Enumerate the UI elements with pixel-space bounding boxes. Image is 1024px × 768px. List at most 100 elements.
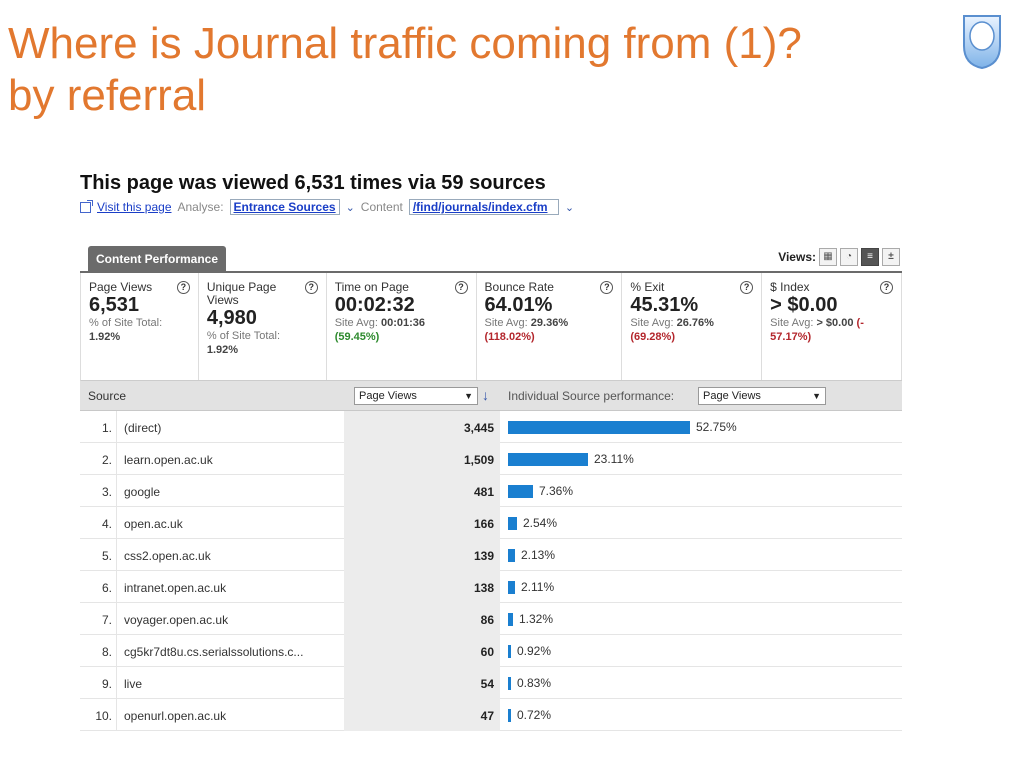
row-performance-bar <box>508 645 511 658</box>
row-divider <box>116 699 117 731</box>
metric-label: Unique Page Views <box>206 280 277 307</box>
row-percentage: 0.83% <box>517 676 552 690</box>
open-university-logo-icon <box>963 15 1001 70</box>
help-icon[interactable]: ? <box>304 281 318 294</box>
row-source[interactable]: voyager.open.ac.uk <box>124 613 229 627</box>
pie-view-icon[interactable]: ◔ <box>840 248 858 266</box>
row-value-cell: 481 <box>344 475 500 507</box>
report-toolbar: Visit this page Analyse: Entrance Source… <box>80 198 902 216</box>
metric-sub-avg: 26.76% <box>676 317 714 329</box>
visit-page-link[interactable]: Visit this page <box>97 200 172 214</box>
row-value-cell: 86 <box>344 603 500 635</box>
metric-sub: Site Avg: <box>770 317 814 329</box>
metric-time-on-page: Time on Page ? 00:02:32 Site Avg: 00:01:… <box>327 273 477 380</box>
row-page-views: 60 <box>480 645 494 659</box>
table-view-icon[interactable]: ▦ <box>819 248 837 266</box>
table-row[interactable]: 4. open.ac.uk 166 2.54% <box>80 507 902 539</box>
row-value-cell: 138 <box>344 571 500 603</box>
row-divider <box>116 635 117 667</box>
row-performance-bar <box>508 549 515 562</box>
table-row[interactable]: 7. voyager.open.ac.uk 86 1.32% <box>80 603 902 635</box>
chevron-down-icon[interactable]: ⌄ <box>345 201 355 214</box>
metric-value: 4,980 <box>206 307 257 329</box>
row-divider <box>116 603 117 635</box>
chevron-down-icon[interactable]: ⌄ <box>564 201 575 214</box>
row-source[interactable]: learn.open.ac.uk <box>124 453 213 467</box>
table-row[interactable]: 10. openurl.open.ac.uk 47 0.72% <box>80 699 902 731</box>
row-source[interactable]: open.ac.uk <box>124 517 183 531</box>
bar-view-icon[interactable]: ≡ <box>861 248 879 266</box>
row-rank: 6. <box>101 581 112 595</box>
views-switcher: Views: ▦ ◔ ≡ ± <box>778 248 900 266</box>
caret-down-icon: ▼ <box>812 391 821 401</box>
metric-sub-value: 1.92% <box>89 331 121 343</box>
metric-sub-value: (118.02%) <box>484 331 535 343</box>
row-source[interactable]: intranet.open.ac.uk <box>124 581 227 595</box>
table-row[interactable]: 3. google 481 7.36% <box>80 475 902 507</box>
table-row[interactable]: 8. cg5kr7dt8u.cs.serialssolutions.c... 60 0… <box>80 635 902 667</box>
table-row[interactable]: 6. intranet.open.ac.uk 138 2.11% <box>80 571 902 603</box>
tab-bar: Content Performance Views: ▦ ◔ ≡ ± <box>80 246 902 273</box>
metric-sub-value: (69.28%) <box>630 331 675 343</box>
row-performance-bar <box>508 453 588 466</box>
table-row[interactable]: 5. css2.open.ac.uk 139 2.13% <box>80 539 902 571</box>
metric-sub-value: (59.45%) <box>334 331 380 343</box>
row-percentage: 7.36% <box>539 484 574 498</box>
help-icon[interactable]: ? <box>740 281 754 294</box>
row-percentage: 2.13% <box>521 548 556 562</box>
row-percentage: 52.75% <box>696 420 737 434</box>
metric-sub: Site Avg: <box>334 317 378 329</box>
row-performance-bar <box>508 709 511 722</box>
row-source[interactable]: google <box>124 485 161 499</box>
metric-page-views: Page Views ? 6,531 % of Site Total: 1.92… <box>81 273 199 380</box>
metric-exit: % Exit ? 45.31% Site Avg: 26.76% (69.28%… <box>622 273 763 380</box>
slide-title-line2: by referral <box>8 71 207 120</box>
metric-label: Page Views <box>89 280 153 294</box>
report-headline: This page was viewed 6,531 times via 59 … <box>80 172 546 194</box>
row-page-views: 86 <box>480 613 494 627</box>
table-row[interactable]: 2. learn.open.ac.uk 1,509 23.11% <box>80 443 902 475</box>
row-percentage: 0.72% <box>517 708 552 722</box>
row-source[interactable]: live <box>124 677 143 691</box>
table-row[interactable]: 1. (direct) 3,445 52.75% <box>80 411 902 443</box>
tab-content-performance[interactable]: Content Performance <box>88 246 227 273</box>
column-header-source[interactable]: Source <box>88 389 127 403</box>
help-icon[interactable]: ? <box>600 281 614 294</box>
row-source[interactable]: css2.open.ac.uk <box>124 549 211 563</box>
row-value-cell: 60 <box>344 635 500 667</box>
table-row[interactable]: 9. live 54 0.83% <box>80 667 902 699</box>
content-label: Content <box>360 200 403 214</box>
metric-label: % Exit <box>630 280 665 294</box>
row-rank: 9. <box>101 677 112 691</box>
slide-title: Where is Journal traffic coming from (1)… <box>8 18 968 122</box>
metric-select[interactable]: Page Views ▼ <box>354 387 478 405</box>
row-source[interactable]: openurl.open.ac.uk <box>124 709 227 723</box>
content-select[interactable]: /find/journals/index.cfm <box>408 199 559 215</box>
row-rank: 8. <box>101 645 112 659</box>
row-page-views: 3,445 <box>463 421 494 435</box>
views-label: Views: <box>778 250 816 264</box>
row-page-views: 1,509 <box>463 453 494 467</box>
external-link-icon <box>80 199 93 213</box>
analyse-select[interactable]: Entrance Sources <box>229 199 340 215</box>
metric-select-value: Page Views <box>359 390 417 402</box>
comparison-view-icon[interactable]: ± <box>882 248 900 266</box>
row-divider <box>116 539 117 571</box>
help-icon[interactable]: ? <box>176 281 190 294</box>
row-divider <box>116 507 117 539</box>
metric-value: 6,531 <box>89 294 140 316</box>
metric-sub-avg: > $0.00 <box>816 317 854 329</box>
row-performance-bar <box>508 485 533 498</box>
help-icon[interactable]: ? <box>454 281 468 294</box>
row-source[interactable]: (direct) <box>124 421 162 435</box>
row-source[interactable]: cg5kr7dt8u.cs.serialssolutions.c... <box>124 645 304 659</box>
row-value-cell: 47 <box>344 699 500 731</box>
performance-select[interactable]: Page Views ▼ <box>698 387 826 405</box>
metric-sub: % of Site Total: <box>89 317 163 329</box>
row-divider <box>116 475 117 507</box>
metric-sub-avg: 29.36% <box>530 317 569 329</box>
sort-desc-icon[interactable]: ↓ <box>482 387 489 403</box>
metrics-summary: Page Views ? 6,531 % of Site Total: 1.92… <box>80 273 902 381</box>
help-icon[interactable]: ? <box>880 281 893 294</box>
row-divider <box>116 411 117 443</box>
